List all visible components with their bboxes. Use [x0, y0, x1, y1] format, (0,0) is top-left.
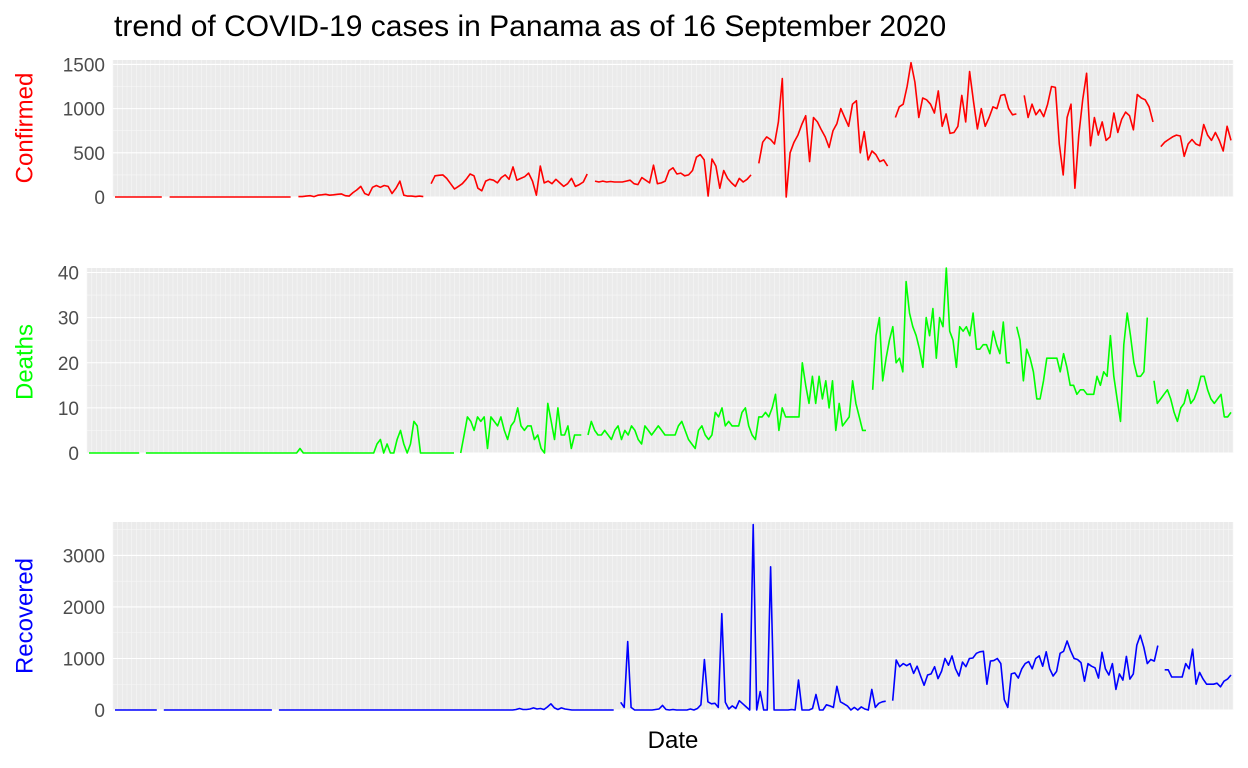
y-tick-label: 0 [94, 701, 105, 722]
y-tick-label: 500 [73, 144, 105, 165]
chart-title: trend of COVID-19 cases in Panama as of … [114, 10, 947, 43]
series-line-recovered [1164, 648, 1232, 688]
series-line-deaths [1015, 312, 1149, 423]
series-line-deaths [145, 420, 454, 454]
y-axis-label: Deaths [11, 324, 38, 400]
y-axis-label: Confirmed [11, 73, 38, 184]
y-axis-label: Recovered [11, 558, 38, 674]
y-tick-label: 1000 [63, 100, 105, 121]
series-line-confirmed [298, 180, 424, 198]
y-tick-label: 1500 [63, 55, 105, 76]
series-line-recovered [278, 702, 614, 711]
y-tick-label: 1000 [63, 649, 105, 670]
panel-recovered: 0 1000 2000 3000 Recovered [11, 522, 1234, 722]
series-line-recovered [891, 634, 1159, 709]
series-line-recovered [620, 523, 886, 711]
y-tick-label: 30 [58, 309, 79, 330]
series-line-deaths [871, 267, 1010, 390]
y-tick-label: 0 [94, 188, 105, 209]
panel-confirmed: 0 500 1000 1500 Confirmed [11, 55, 1234, 209]
panel-deaths: 0 10 20 30 40 Deaths [11, 264, 1234, 465]
y-tick-label: 20 [58, 354, 79, 375]
series-line-deaths [587, 361, 866, 450]
series-line-confirmed [594, 153, 752, 197]
series-line-deaths [459, 402, 582, 454]
y-tick-label: 0 [68, 444, 79, 465]
series-line-confirmed [758, 77, 889, 198]
series-line-confirmed [894, 61, 1017, 135]
series-line-confirmed [1023, 72, 1154, 189]
y-tick-label: 10 [58, 399, 79, 420]
y-tick-label: 2000 [63, 598, 105, 619]
series-line-confirmed [1160, 123, 1232, 158]
y-tick-label: 3000 [63, 546, 105, 567]
y-tick-label: 40 [58, 264, 79, 285]
series-line-confirmed [430, 165, 588, 196]
x-axis-label: Date [648, 727, 699, 754]
series-line-deaths [1153, 375, 1232, 423]
